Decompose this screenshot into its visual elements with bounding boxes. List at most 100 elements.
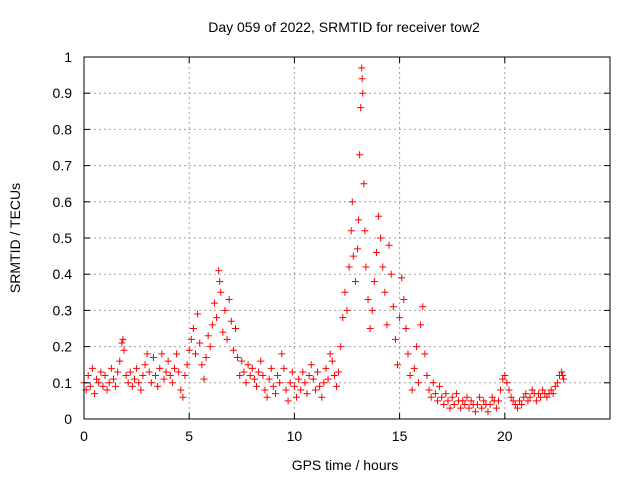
data-point (320, 379, 328, 387)
data-point (448, 393, 456, 401)
data-point (297, 386, 305, 394)
data-point (210, 299, 218, 307)
data-points (80, 64, 568, 416)
data-point (372, 248, 380, 256)
data-point (200, 375, 208, 383)
data-point (299, 368, 307, 376)
data-point (181, 372, 189, 380)
data-point (444, 397, 452, 405)
data-point (438, 393, 446, 401)
data-point (471, 408, 479, 416)
data-point (429, 379, 437, 387)
data-point (389, 303, 397, 311)
data-point (559, 372, 567, 380)
y-tick-label: 0.9 (53, 85, 73, 101)
y-tick-label: 1 (64, 49, 72, 65)
data-point (381, 288, 389, 296)
data-point (503, 379, 511, 387)
data-point (457, 404, 465, 412)
data-point (480, 397, 488, 405)
data-point (103, 386, 111, 394)
data-point (558, 368, 566, 376)
data-point (332, 382, 340, 390)
data-point (549, 390, 557, 398)
data-point (170, 364, 178, 372)
data-point (459, 397, 467, 405)
y-tick-label: 0.6 (53, 194, 73, 210)
data-point (465, 404, 473, 412)
data-point (478, 404, 486, 412)
data-point (361, 227, 369, 235)
data-point (335, 368, 343, 376)
data-point (185, 346, 193, 354)
data-point (347, 227, 355, 235)
data-point (221, 306, 229, 314)
data-point (415, 379, 423, 387)
data-point (423, 372, 431, 380)
data-point (253, 382, 261, 390)
data-point (547, 386, 555, 394)
data-point (314, 368, 322, 376)
data-point (341, 288, 349, 296)
data-point (524, 397, 532, 405)
data-point (225, 296, 233, 304)
data-point (501, 372, 509, 380)
data-point (122, 372, 130, 380)
data-point (499, 375, 507, 383)
data-point (112, 382, 120, 390)
data-point (354, 245, 362, 253)
data-point (154, 382, 162, 390)
data-point (118, 339, 126, 347)
data-point (164, 357, 172, 365)
data-point (551, 382, 559, 390)
y-tick-label: 0.1 (53, 375, 73, 391)
data-point (528, 386, 536, 394)
data-point (147, 379, 155, 387)
data-point (427, 393, 435, 401)
data-point (379, 263, 387, 271)
x-tick-label: 20 (497, 428, 513, 444)
data-point (476, 393, 484, 401)
data-point (446, 404, 454, 412)
data-point (516, 397, 524, 405)
data-point (396, 314, 404, 322)
data-point (419, 303, 427, 311)
data-point (248, 364, 256, 372)
data-point (370, 277, 378, 285)
data-point (400, 296, 408, 304)
data-point (257, 357, 265, 365)
data-point (130, 375, 138, 383)
data-point (166, 372, 174, 380)
data-point (383, 321, 391, 329)
data-point (309, 375, 317, 383)
data-point (324, 375, 332, 383)
data-point (255, 368, 263, 376)
data-point (467, 397, 475, 405)
data-point (231, 325, 239, 332)
data-point (137, 386, 145, 394)
data-point (133, 364, 141, 372)
data-point (290, 382, 298, 390)
data-point (385, 241, 393, 249)
data-point (126, 368, 134, 376)
data-point (263, 393, 271, 401)
data-point (97, 368, 105, 376)
data-point (282, 386, 290, 394)
data-point (356, 151, 364, 159)
data-point (280, 364, 288, 372)
data-point (219, 328, 227, 336)
data-point (88, 364, 96, 372)
x-tick-label: 0 (80, 428, 88, 444)
y-tick-label: 0.5 (53, 230, 73, 246)
data-point (494, 397, 502, 405)
data-point (196, 339, 204, 347)
data-point (406, 372, 414, 380)
data-point (387, 270, 395, 278)
data-point (202, 353, 210, 361)
data-point (408, 386, 416, 394)
data-point (351, 277, 359, 285)
data-point (301, 379, 309, 387)
data-point (261, 386, 269, 394)
data-point (105, 379, 113, 387)
plot-frame (83, 56, 611, 420)
